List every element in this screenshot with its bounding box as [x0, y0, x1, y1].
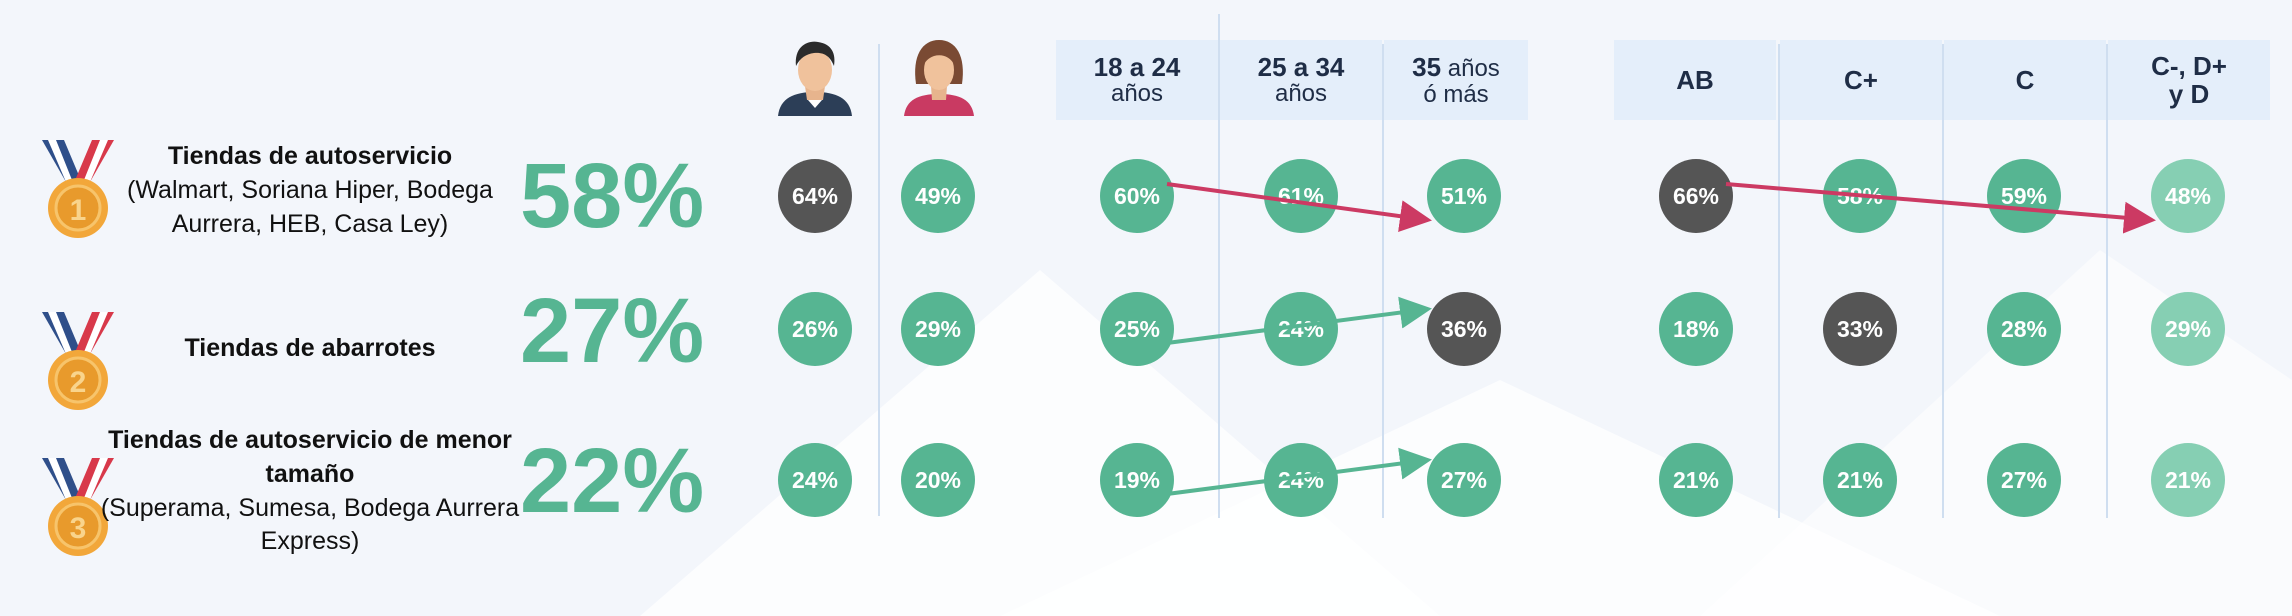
value-bubble: 60%: [1100, 159, 1174, 233]
header-label-normal: años: [1110, 80, 1164, 108]
row-label-2: Tiendas de abarrotes: [100, 332, 520, 366]
value-bubble: 64%: [778, 159, 852, 233]
header-label-bold: 35: [1412, 51, 1442, 82]
value-bubble: 24%: [1264, 443, 1338, 517]
svg-text:1: 1: [70, 194, 87, 227]
value-bubble: 24%: [1264, 292, 1338, 366]
value-bubble: 21%: [2151, 443, 2225, 517]
svg-text:2: 2: [70, 366, 87, 399]
column-divider: [1778, 44, 1780, 518]
value-bubble: 48%: [2151, 159, 2225, 233]
value-bubble: 66%: [1659, 159, 1733, 233]
value-bubble: 29%: [2151, 292, 2225, 366]
column-divider: [1382, 44, 1384, 518]
value-bubble: 21%: [1823, 443, 1897, 517]
value-bubble: 27%: [1427, 443, 1501, 517]
header-nse-c: C: [1944, 40, 2106, 120]
value-bubble: 61%: [1264, 159, 1338, 233]
header-age-18-24: 18 a 24 años: [1056, 40, 1218, 120]
value-bubble: 29%: [901, 292, 975, 366]
man-avatar-icon: [778, 41, 852, 116]
value-bubble: 19%: [1100, 443, 1174, 517]
value-bubble: 51%: [1427, 159, 1501, 233]
svg-text:3: 3: [70, 512, 87, 545]
header-nse-cplus: C+: [1780, 40, 1942, 120]
value-bubble: 26%: [778, 292, 852, 366]
header-label-bold: 25 a 34: [1257, 52, 1345, 82]
row-subtitle: (Walmart, Soriana Hiper, Bodega Aurrera,…: [127, 175, 493, 238]
value-bubble: 36%: [1427, 292, 1501, 366]
header-label-normal: ó más: [1423, 80, 1489, 108]
value-bubble: 21%: [1659, 443, 1733, 517]
header-nse-ab: AB: [1614, 40, 1776, 120]
row-label-3: Tiendas de autoservicio de menor tamaño …: [100, 424, 520, 559]
column-divider: [878, 44, 880, 516]
value-bubble: 24%: [778, 443, 852, 517]
medal-3-icon: 3: [42, 458, 114, 556]
value-bubble: 25%: [1100, 292, 1174, 366]
column-divider: [1942, 44, 1944, 518]
value-bubble: 58%: [1823, 159, 1897, 233]
medal-1-icon: 1: [42, 140, 114, 238]
medal-2-icon: 2: [42, 312, 114, 410]
row-total-3: 22%: [520, 430, 705, 532]
header-label-bold: C: [2015, 64, 2035, 95]
value-bubble: 49%: [901, 159, 975, 233]
column-divider: [2106, 44, 2108, 518]
value-bubble: 33%: [1823, 292, 1897, 366]
row-total-2: 27%: [520, 280, 705, 382]
header-label-bold: AB: [1676, 64, 1714, 95]
header-label-inline: años: [1441, 54, 1500, 82]
value-bubble: 20%: [901, 443, 975, 517]
header-nse-cdd: C-, D+ y D: [2108, 40, 2270, 120]
row-label-1: Tiendas de autoservicio (Walmart, Sorian…: [100, 140, 520, 241]
header-label-normal: años: [1274, 80, 1328, 108]
value-bubble: 59%: [1987, 159, 2061, 233]
value-bubble: 18%: [1659, 292, 1733, 366]
header-label-bold: C-, D+: [2151, 50, 2227, 81]
row-title: Tiendas de autoservicio de menor tamaño: [108, 426, 512, 488]
header-age-25-34: 25 a 34 años: [1220, 40, 1382, 120]
value-bubble: 27%: [1987, 443, 2061, 517]
row-total-1: 58%: [520, 145, 705, 247]
column-divider: [1218, 14, 1220, 518]
woman-avatar-icon: [904, 40, 974, 116]
header-label-bold-2: y D: [2168, 79, 2210, 109]
row-subtitle: (Superama, Sumesa, Bodega Aurrera Expres…: [100, 493, 520, 556]
header-label-bold: C+: [1844, 64, 1878, 95]
header-label-bold: 18 a 24: [1093, 52, 1181, 82]
value-bubble: 28%: [1987, 292, 2061, 366]
header-age-35-plus: 35 años ó más: [1384, 40, 1528, 120]
row-title: Tiendas de abarrotes: [184, 334, 436, 362]
row-title: Tiendas de autoservicio: [167, 142, 453, 170]
